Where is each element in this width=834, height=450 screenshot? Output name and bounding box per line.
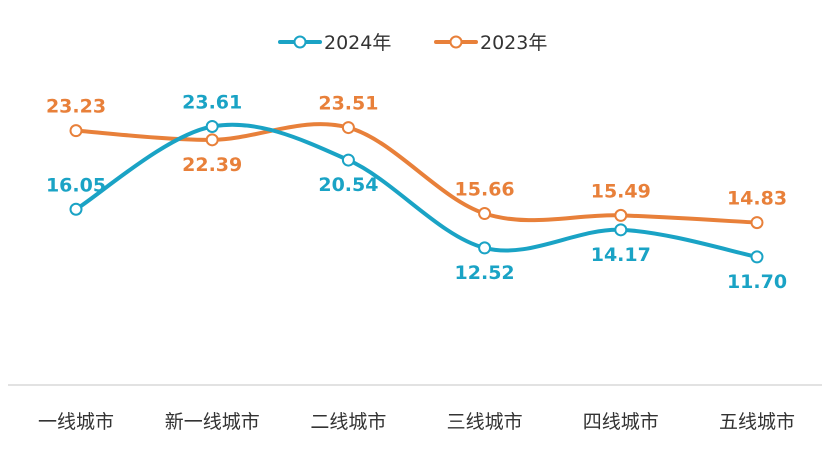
data-label-2024-1: 23.61: [182, 91, 242, 113]
data-label-2024-5: 11.70: [727, 271, 787, 293]
data-label-2024-2: 20.54: [318, 174, 378, 196]
data-label-2024-0: 16.05: [46, 174, 106, 196]
marker-2023-2: [341, 121, 355, 135]
series-line-2023: [74, 122, 759, 225]
marker-2023-1: [205, 133, 219, 147]
legend-marker-2024: [293, 35, 307, 49]
data-label-2023-0: 23.23: [46, 96, 106, 118]
marker-2023-5: [750, 216, 764, 230]
marker-2024-5: [750, 250, 764, 264]
data-label-2023-5: 14.83: [727, 188, 787, 210]
marker-2023-4: [614, 208, 628, 222]
series-line-2024: [74, 122, 759, 259]
marker-2023-3: [478, 207, 492, 221]
series-markers: [69, 119, 764, 264]
x-tick-label-0: 一线城市: [38, 411, 114, 433]
legend-marker-2023: [449, 35, 463, 49]
data-label-2023-3: 15.66: [455, 179, 515, 201]
x-tick-label-2: 二线城市: [310, 411, 386, 433]
data-labels: 23.23 22.39 23.51 15.66 15.49 14.83 16.05 23.61…: [46, 91, 787, 292]
data-label-2024-3: 12.52: [455, 262, 515, 284]
marker-2023-0: [69, 124, 83, 138]
x-tick-label-3: 三线城市: [447, 411, 523, 433]
marker-2024-2: [341, 153, 355, 167]
legend: 2024年 2023年: [278, 32, 547, 54]
data-label-2023-2: 23.51: [318, 93, 378, 115]
x-tick-labels: 一线城市 新一线城市 二线城市 三线城市 四线城市 五线城市: [38, 411, 795, 433]
marker-2024-4: [614, 223, 628, 237]
x-tick-label-5: 五线城市: [719, 411, 795, 433]
series-lines: [74, 122, 759, 259]
data-label-2023-4: 15.49: [591, 180, 651, 202]
marker-2024-1: [205, 119, 219, 133]
x-tick-label-4: 四线城市: [583, 411, 659, 433]
data-label-2024-4: 14.17: [591, 244, 651, 266]
legend-label-2024: 2024年: [324, 32, 391, 54]
data-label-2023-1: 22.39: [182, 154, 242, 176]
marker-2024-3: [478, 241, 492, 255]
marker-2024-0: [69, 202, 83, 216]
x-tick-label-1: 新一线城市: [165, 411, 260, 433]
legend-label-2023: 2023年: [480, 32, 547, 54]
